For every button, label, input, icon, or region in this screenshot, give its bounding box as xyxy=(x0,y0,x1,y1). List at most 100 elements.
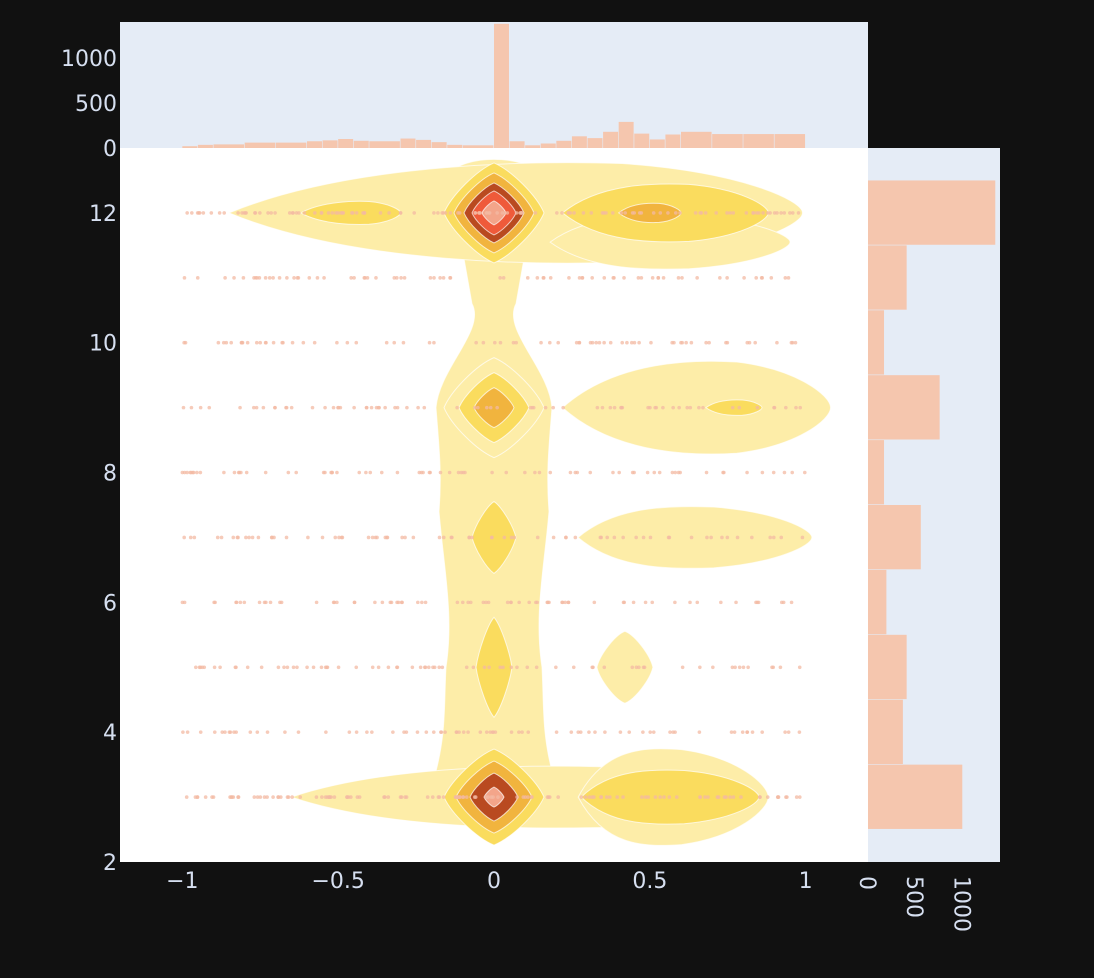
scatter-point xyxy=(484,600,488,605)
scatter-point xyxy=(212,665,217,670)
right-histogram-bar xyxy=(868,764,963,829)
scatter-point xyxy=(473,405,477,410)
scatter-point xyxy=(680,340,685,345)
scatter-point xyxy=(765,795,770,799)
scatter-point xyxy=(725,535,730,540)
scatter-point xyxy=(769,276,774,280)
scatter-point xyxy=(239,340,244,345)
scatter-point xyxy=(495,405,499,410)
top-histogram-bar xyxy=(353,140,369,148)
scatter-point xyxy=(345,340,350,345)
scatter-point xyxy=(402,276,407,280)
scatter-point xyxy=(701,405,705,410)
right-histogram-x-tick-label: 1000 xyxy=(948,876,973,932)
scatter-point xyxy=(436,211,440,215)
scatter-point xyxy=(182,470,187,475)
scatter-point xyxy=(364,470,368,475)
scatter-point xyxy=(259,665,264,670)
scatter-point xyxy=(245,665,250,670)
top-histogram-bars xyxy=(182,23,806,148)
scatter-point xyxy=(797,795,802,799)
scatter-point xyxy=(725,340,730,345)
scatter-point xyxy=(620,340,625,345)
top-histogram-bar xyxy=(634,133,650,148)
scatter-point xyxy=(262,600,267,605)
scatter-point xyxy=(590,665,595,670)
scatter-point xyxy=(734,600,738,605)
scatter-point xyxy=(745,340,750,345)
scatter-point xyxy=(271,276,275,280)
scatter-point xyxy=(623,211,628,215)
scatter-point xyxy=(216,340,221,345)
scatter-point xyxy=(529,795,534,799)
scatter-point xyxy=(741,665,746,670)
scatter-point xyxy=(485,405,489,410)
scatter-point xyxy=(262,795,267,799)
scatter-point xyxy=(425,795,430,799)
scatter-point xyxy=(719,600,723,605)
scatter-point xyxy=(797,665,802,670)
scatter-point xyxy=(185,470,189,475)
scatter-point xyxy=(215,535,220,540)
top-histogram-bar xyxy=(431,142,447,148)
scatter-point xyxy=(698,665,702,670)
scatter-point xyxy=(231,535,236,540)
scatter-point xyxy=(326,211,331,215)
scatter-point xyxy=(579,795,584,799)
scatter-point xyxy=(290,211,295,215)
scatter-point xyxy=(437,535,442,540)
top-histogram-bar xyxy=(712,134,743,148)
scatter-point xyxy=(323,795,328,799)
scatter-point xyxy=(783,730,787,734)
top-histogram-bar xyxy=(494,23,509,148)
scatter-point xyxy=(503,211,507,215)
top-histogram-bar xyxy=(338,139,354,148)
scatter-point xyxy=(685,405,690,410)
scatter-point xyxy=(643,795,648,799)
scatter-point xyxy=(285,665,290,670)
scatter-point xyxy=(258,340,263,345)
scatter-point xyxy=(789,340,794,345)
scatter-point xyxy=(310,405,315,410)
scatter-point xyxy=(201,211,206,215)
scatter-point xyxy=(551,535,556,540)
scatter-point xyxy=(285,276,289,280)
scatter-point xyxy=(735,535,740,540)
scatter-point xyxy=(779,600,784,605)
scatter-point xyxy=(776,795,781,799)
scatter-point xyxy=(373,600,377,605)
top-histogram-bar xyxy=(618,121,634,148)
scatter-point xyxy=(689,340,694,345)
scatter-point xyxy=(432,276,436,280)
scatter-point xyxy=(234,665,238,670)
top-histogram-bar xyxy=(416,139,432,148)
scatter-point xyxy=(636,276,641,280)
scatter-point xyxy=(637,340,641,345)
scatter-point xyxy=(482,665,487,670)
scatter-point xyxy=(456,470,461,475)
scatter-point xyxy=(496,795,500,799)
scatter-point xyxy=(323,405,327,410)
scatter-point xyxy=(648,535,653,540)
scatter-point xyxy=(646,795,651,799)
scatter-point xyxy=(580,276,585,280)
scatter-point xyxy=(768,535,773,540)
scatter-point xyxy=(490,470,494,475)
scatter-point xyxy=(411,535,416,540)
scatter-point xyxy=(306,535,310,540)
scatter-point xyxy=(455,600,460,605)
scatter-point xyxy=(750,535,754,540)
scatter-point xyxy=(740,730,745,734)
scatter-point xyxy=(375,535,379,540)
scatter-point xyxy=(405,405,409,410)
scatter-point xyxy=(639,211,644,215)
scatter-point xyxy=(468,600,473,605)
scatter-point xyxy=(610,211,615,215)
scatter-point xyxy=(731,795,736,799)
scatter-point xyxy=(286,470,291,475)
scatter-point xyxy=(595,405,600,410)
scatter-point xyxy=(771,470,776,475)
scatter-point xyxy=(423,665,428,670)
scatter-point xyxy=(273,405,277,410)
scatter-point xyxy=(670,470,675,475)
